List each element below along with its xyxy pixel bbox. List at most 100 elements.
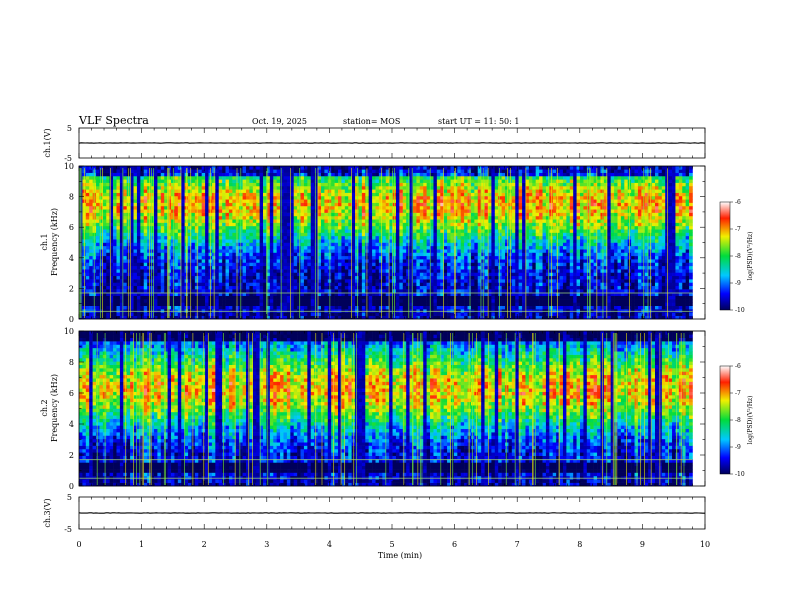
ch1-spec-cell — [399, 259, 404, 263]
ch1-spec-cell — [351, 166, 356, 170]
ch1-spec-cell — [147, 259, 151, 263]
ch1-spec-cell — [218, 192, 223, 197]
ch1-spec-cell — [351, 195, 356, 200]
ch1-spec-cell — [372, 202, 376, 207]
ch1-spec-cell — [293, 239, 298, 243]
ch1-spec-cell — [147, 175, 151, 180]
ch1-spec-cell — [225, 242, 230, 247]
ch1-spec-cell — [252, 309, 257, 313]
ch1-spec-cell — [225, 189, 230, 193]
ch1-spec-cell — [276, 255, 281, 260]
ch1-spec-cell — [286, 282, 291, 287]
ch1-spec-cell — [116, 232, 121, 237]
ch1-spec-cell — [205, 232, 209, 237]
ch1-spec-cell — [201, 195, 206, 200]
ch1-spec-cell — [188, 285, 192, 290]
ch1-spec-cell — [416, 182, 421, 187]
ch1-spec-cell — [385, 282, 390, 287]
ch1-spec-cell — [150, 199, 155, 203]
ch1-spec-cell — [361, 192, 366, 197]
ch1-spec-cell — [150, 309, 155, 313]
ch1-spec-cell — [218, 279, 223, 283]
ch1-spec-cell — [378, 189, 383, 193]
ch1-spec-cell — [351, 295, 356, 300]
ch1-spec-cell — [150, 249, 155, 253]
ch1-spec-cell — [351, 169, 356, 173]
ch1-spec-cell — [320, 252, 325, 257]
ch1-spec-cell — [314, 279, 318, 283]
ch1-spec-cell — [368, 262, 373, 267]
ch1-spec-cell — [201, 185, 206, 190]
ch1-spec-cell — [79, 166, 83, 170]
ch1-spec-cell — [246, 249, 250, 253]
ch1-spec-cell — [436, 249, 441, 253]
ch1-spec-cell — [416, 172, 421, 177]
ch1-spec-cell — [235, 225, 240, 230]
ch1-spec-cell — [215, 249, 220, 253]
ch1-spec-cell — [409, 232, 414, 237]
ch1-spec-cell — [303, 179, 308, 183]
ch1-spec-cell — [348, 205, 352, 210]
ch1-spec-cell — [402, 295, 407, 300]
ch1-spec-cell — [351, 269, 356, 273]
ch1-spec-cell — [194, 265, 199, 270]
ch1-spec-cell — [399, 205, 404, 210]
ch1-spec-cell — [89, 299, 93, 303]
ch1-spec-cell — [300, 182, 305, 187]
ch1-spec-cell — [314, 239, 318, 243]
ch1-spec-cell — [280, 169, 284, 173]
ch1-spec-cell — [171, 252, 175, 257]
ch1-spec-cell — [266, 305, 271, 310]
ch1-spec-cell — [426, 269, 431, 273]
ch1-spec-cell — [273, 292, 277, 297]
ch1-spec-cell — [283, 252, 288, 257]
ch1-spec-cell — [249, 169, 254, 173]
ch1-spec-cell — [423, 265, 427, 270]
ch1-spec-cell — [317, 219, 322, 223]
ch1-spec-cell — [235, 192, 240, 197]
ch1-spec-cell — [419, 179, 424, 183]
ch1-spec-cell — [113, 249, 117, 253]
ch1-spec-cell — [413, 239, 417, 243]
ch1-spec-cell — [413, 255, 417, 260]
ch1-spec-cell — [389, 242, 393, 247]
ch1-spec-cell — [181, 205, 185, 210]
ch1-spec-cell — [228, 272, 233, 277]
ch1-spec-cell — [351, 315, 356, 320]
ch1-spec-cell — [290, 312, 295, 316]
ch1-spec-cell — [232, 279, 237, 283]
ch1-spec-cell — [276, 229, 281, 233]
ch1-spec-cell — [378, 212, 383, 217]
ch1-spec-cell — [225, 199, 230, 203]
ch1-spec-cell — [266, 229, 271, 233]
ch1-spec-cell — [426, 292, 431, 297]
ch1-spec-cell — [310, 269, 315, 273]
ch1-spec-cell — [423, 185, 427, 190]
ch1-spec-cell — [307, 285, 312, 290]
ch1-spec-cell — [389, 182, 393, 187]
ch1-spec-cell — [109, 235, 114, 240]
ch1-spec-cell — [286, 169, 291, 173]
ch1-spec-cell — [160, 309, 165, 313]
ch1-spec-cell — [419, 245, 424, 250]
ch1-spec-cell — [430, 275, 434, 280]
ch1-spec-cell — [426, 195, 431, 200]
ch1-spec-cell — [232, 305, 237, 310]
ch1-spec-cell — [194, 275, 199, 280]
ch1-spec-cell — [201, 245, 206, 250]
ch1-spec-cell — [157, 245, 162, 250]
ch1-spec-cell — [164, 282, 168, 287]
ch1-spec-cell — [331, 302, 335, 306]
ch1-spec-cell — [160, 315, 165, 320]
ch1-spec-cell — [96, 299, 100, 303]
ch1-spec-cell — [85, 192, 90, 197]
ch1-spec-cell — [413, 299, 417, 303]
ch1-spec-cell — [341, 259, 346, 263]
ch1-spec-cell — [385, 309, 390, 313]
ch1-spec-cell — [361, 272, 366, 277]
ch1-spec-cell — [344, 182, 349, 187]
ch1-spec-cell — [215, 215, 220, 220]
ch1-spec-cell — [338, 202, 342, 207]
ch1-spec-cell — [188, 195, 192, 200]
ch1-spec-cell — [242, 279, 247, 283]
